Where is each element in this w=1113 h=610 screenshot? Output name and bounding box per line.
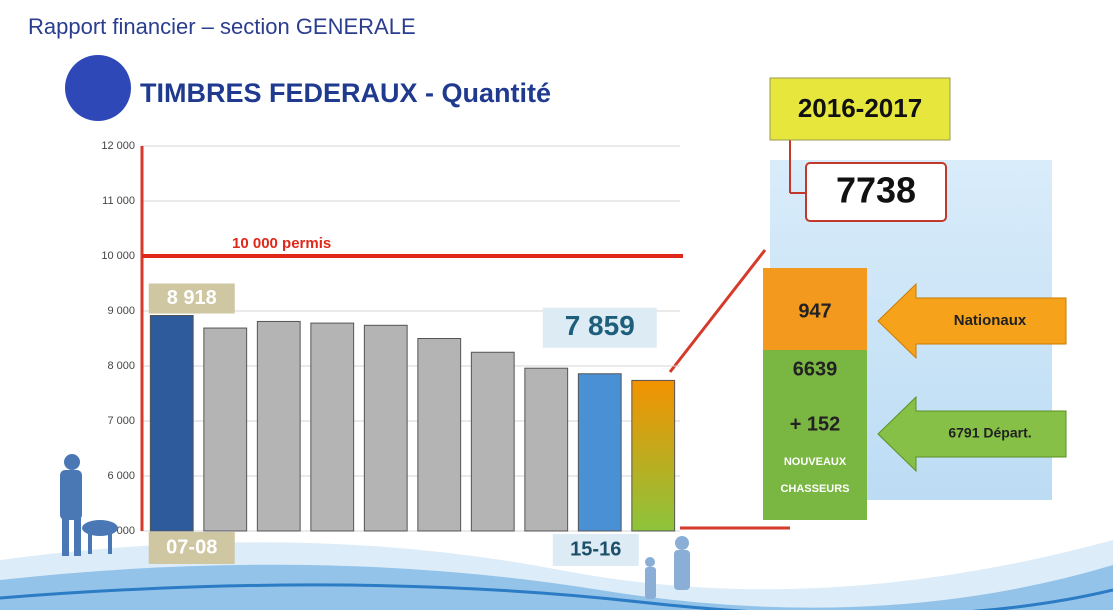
new-label: CHASSEURS: [780, 483, 849, 495]
total-box: [805, 162, 947, 222]
nationaux-label: Nationaux: [954, 312, 1027, 329]
bar: [149, 315, 194, 532]
value-label: 7 859: [565, 310, 635, 341]
y-tick-label: 8 000: [107, 360, 135, 372]
category-box: [148, 532, 235, 564]
bar: [203, 327, 248, 532]
y-tick-label: 9 000: [107, 305, 135, 317]
arrow: [877, 282, 1067, 360]
departement-block: [763, 350, 867, 520]
x-tick-label: 07-08: [166, 536, 217, 558]
hunter-figure: [60, 454, 690, 599]
category-box: [552, 534, 639, 566]
arrow: [877, 395, 1067, 473]
departement-label: 6791 Départ.: [948, 425, 1031, 441]
zoom-line: [668, 249, 767, 373]
bar: [577, 373, 622, 532]
y-tick-label: 12 000: [101, 140, 135, 152]
bar: [417, 338, 462, 532]
y-tick-label: 6 000: [107, 470, 135, 482]
season: 2016-2017: [798, 93, 922, 123]
bar: [310, 322, 355, 532]
header: Rapport financier – section GENERALE: [28, 14, 416, 39]
new-label: NOUVEAUX: [784, 456, 847, 468]
wave: [0, 564, 1113, 610]
y-tick-label: 10 000: [101, 250, 135, 262]
bar: [631, 379, 676, 532]
value-label-box: [148, 283, 235, 314]
bar: [256, 320, 301, 532]
bar: [363, 324, 408, 532]
new-value: + 152: [790, 413, 841, 435]
bar: [470, 351, 515, 532]
total: 7738: [836, 170, 916, 211]
value-label-box: [542, 307, 657, 348]
bar: [524, 367, 569, 532]
reference-label: 10 000 permis: [232, 235, 331, 252]
value-label: 8 918: [167, 287, 217, 309]
chart-title: TIMBRES FEDERAUX - Quantité: [140, 78, 551, 108]
departement-value: 6639: [793, 358, 838, 380]
nationaux-value: 947: [798, 300, 831, 322]
nationaux-block: [763, 268, 867, 350]
y-tick-label: 11 000: [102, 195, 135, 207]
wave-line: [0, 583, 1113, 610]
x-tick-label: 15-16: [570, 538, 621, 560]
season-box: [769, 77, 951, 141]
bullet: [65, 55, 131, 121]
y-tick-label: 7 000: [107, 415, 135, 427]
